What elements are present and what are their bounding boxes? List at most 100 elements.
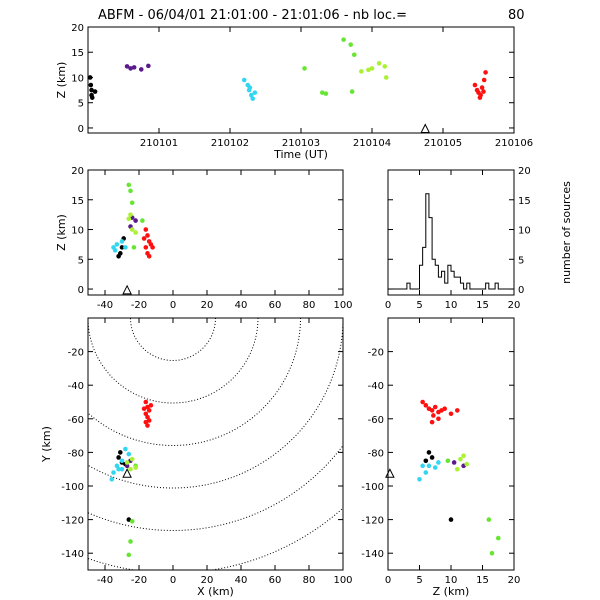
x-tick-label: 40 xyxy=(235,575,248,586)
x-tick-label: 0 xyxy=(385,300,391,311)
histogram-bin xyxy=(432,259,435,289)
station-triangle-icon xyxy=(122,284,132,295)
source-point xyxy=(489,550,495,556)
source-point xyxy=(349,89,355,94)
y-tick-label: 0 xyxy=(78,285,84,296)
source-point xyxy=(448,411,454,417)
source-point xyxy=(89,87,94,93)
x-tick-label: 5 xyxy=(416,300,422,311)
source-point xyxy=(87,75,93,80)
height-plan-panel: 0 5 10 15 20 -140 -120 -100 -80 -60 -40 -20 Z (km) xyxy=(361,317,521,598)
range-ring xyxy=(130,318,216,361)
y-tick-label: -100 xyxy=(361,482,384,493)
source-point xyxy=(116,254,121,259)
histogram-bin xyxy=(486,283,489,289)
source-point xyxy=(436,416,441,422)
source-point xyxy=(247,85,253,90)
x-tick-label: 210101 xyxy=(140,138,178,149)
x-tick-label: -20 xyxy=(131,575,147,586)
source-point xyxy=(124,460,130,465)
y-tick-label: 15 xyxy=(518,196,531,207)
source-point xyxy=(426,450,432,455)
x-tick-label: -40 xyxy=(97,575,113,586)
x-tick-label: -20 xyxy=(131,300,147,311)
source-point xyxy=(88,82,94,88)
histogram-bin xyxy=(423,247,426,289)
source-point xyxy=(458,456,463,462)
x-tick-label: 100 xyxy=(333,575,352,586)
source-point xyxy=(382,64,388,69)
source-point xyxy=(455,408,460,413)
source-point xyxy=(483,70,488,75)
source-point xyxy=(486,517,492,522)
histogram-bin xyxy=(442,271,445,289)
source-point xyxy=(123,446,128,452)
histogram-bin xyxy=(451,271,454,289)
y-tick-label: 0 xyxy=(518,285,524,296)
source-point xyxy=(250,96,256,101)
source-point xyxy=(119,458,125,464)
source-point xyxy=(146,63,151,69)
histogram-bin xyxy=(438,277,441,289)
source-point xyxy=(461,453,466,459)
source-point xyxy=(128,188,133,194)
y-tick-label: -140 xyxy=(361,549,384,560)
source-point xyxy=(376,61,382,66)
source-point xyxy=(119,239,125,244)
source-point xyxy=(442,406,448,412)
y-tick-label: -100 xyxy=(61,482,84,493)
x-height-frame xyxy=(87,169,344,296)
x-height-panel: -40 -20 0 20 40 60 80 100 0 5 10 15 20 Z (km) xyxy=(55,166,353,311)
height-histogram-ylabel: number of sources xyxy=(560,181,573,284)
x-tick-label: 100 xyxy=(333,300,352,311)
source-point xyxy=(143,227,149,232)
station-triangle-icon xyxy=(420,123,431,133)
source-point xyxy=(423,458,429,464)
source-point xyxy=(348,42,354,47)
x-tick-label: 60 xyxy=(269,300,282,311)
y-tick-label: -140 xyxy=(61,549,84,560)
source-point xyxy=(126,517,132,522)
source-point xyxy=(481,89,486,94)
y-tick-label: -120 xyxy=(361,516,384,527)
source-point xyxy=(129,518,135,524)
station-triangle-icon xyxy=(385,468,395,478)
source-point xyxy=(114,242,120,247)
source-point xyxy=(420,463,425,469)
source-point xyxy=(495,535,501,541)
source-point xyxy=(146,418,152,423)
source-point xyxy=(451,460,457,465)
source-point xyxy=(146,254,152,259)
source-point xyxy=(109,476,115,482)
source-point xyxy=(366,67,371,73)
x-tick-label: 20 xyxy=(201,300,214,311)
source-point xyxy=(445,458,451,464)
y-tick-label: -120 xyxy=(61,516,84,527)
source-point xyxy=(126,552,132,558)
source-point xyxy=(429,408,435,413)
y-tick-label: -20 xyxy=(368,348,384,359)
histogram-bin xyxy=(454,277,457,289)
source-point xyxy=(131,245,137,250)
histogram-bin xyxy=(467,283,470,289)
source-point xyxy=(89,95,95,100)
x-tick-label: 20 xyxy=(508,575,521,586)
source-point xyxy=(351,52,357,58)
y-tick-label: 15 xyxy=(71,196,84,207)
source-point xyxy=(124,463,130,469)
source-point xyxy=(323,91,329,96)
source-point xyxy=(143,399,149,405)
y-tick-label: 5 xyxy=(78,255,84,266)
source-point xyxy=(464,461,470,467)
y-tick-label: 10 xyxy=(71,226,84,237)
source-point xyxy=(138,67,144,72)
x-tick-label: 210104 xyxy=(353,138,391,149)
time-height-panel: 210101 210102 210103 210104 210105 210106 0 5 10… xyxy=(55,23,533,161)
y-tick-label: 5 xyxy=(78,99,84,110)
x-tick-label: 0 xyxy=(170,575,176,586)
x-tick-label: 20 xyxy=(201,575,214,586)
histogram-bin xyxy=(426,194,429,289)
source-point xyxy=(474,87,480,93)
source-point xyxy=(123,245,128,250)
time-height-ylabel: Z (km) xyxy=(55,62,68,99)
